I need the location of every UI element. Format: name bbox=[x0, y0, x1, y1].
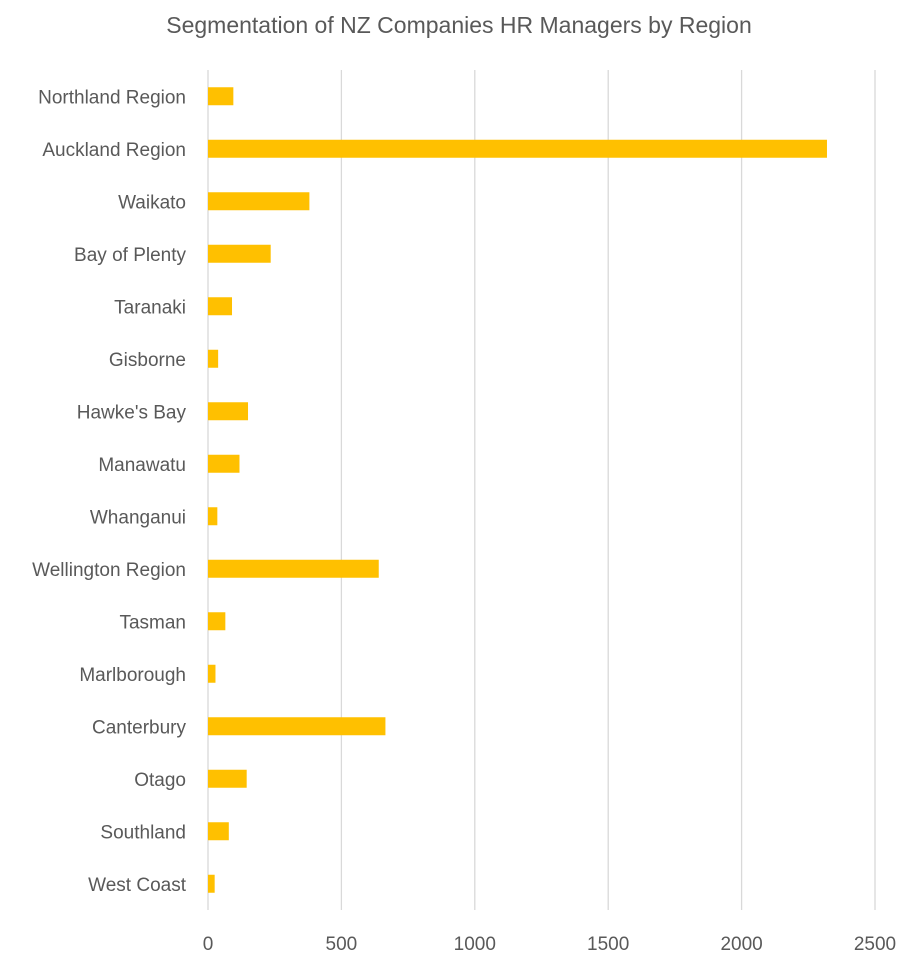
category-label: Marlborough bbox=[79, 665, 186, 686]
x-tick-label: 2000 bbox=[720, 934, 762, 955]
category-label: Wellington Region bbox=[32, 560, 186, 581]
x-tick-labels: 0 500 1000 1500 2000 2500 bbox=[203, 934, 896, 955]
bar bbox=[208, 244, 271, 263]
bar bbox=[208, 507, 218, 526]
bar bbox=[208, 874, 215, 893]
category-label: Auckland Region bbox=[42, 140, 186, 161]
category-label: Northland Region bbox=[38, 87, 186, 108]
category-labels: Northland Region Auckland Region Waikato Ba… bbox=[32, 87, 187, 896]
bar bbox=[208, 87, 234, 106]
bar bbox=[208, 717, 386, 736]
category-label: Hawke's Bay bbox=[77, 402, 187, 423]
bar bbox=[208, 297, 233, 316]
x-tick-label: 500 bbox=[326, 934, 358, 955]
chart-title: Segmentation of NZ Companies HR Managers… bbox=[166, 12, 752, 38]
bar bbox=[208, 349, 219, 368]
category-label: Canterbury bbox=[92, 717, 186, 738]
category-label: Bay of Plenty bbox=[74, 245, 186, 266]
bar bbox=[208, 402, 249, 421]
bar bbox=[208, 454, 240, 473]
category-label: West Coast bbox=[88, 875, 187, 896]
bar bbox=[208, 192, 310, 211]
category-label: Southland bbox=[100, 822, 186, 843]
bar bbox=[208, 139, 827, 158]
category-label: Waikato bbox=[118, 192, 186, 213]
bar bbox=[208, 664, 216, 683]
category-label: Tasman bbox=[119, 612, 186, 633]
x-tick-label: 2500 bbox=[854, 934, 896, 955]
x-tick-label: 1000 bbox=[454, 934, 496, 955]
x-tick-label: 1500 bbox=[587, 934, 629, 955]
x-tick-label: 0 bbox=[203, 934, 214, 955]
bar bbox=[208, 559, 379, 578]
bar bbox=[208, 822, 229, 841]
bars bbox=[208, 87, 827, 893]
category-label: Taranaki bbox=[114, 297, 186, 318]
category-label: Manawatu bbox=[98, 455, 186, 476]
category-label: Gisborne bbox=[109, 350, 186, 371]
category-label: Whanganui bbox=[90, 507, 186, 528]
bar bbox=[208, 769, 247, 788]
bar bbox=[208, 612, 226, 631]
category-label: Otago bbox=[134, 770, 186, 791]
